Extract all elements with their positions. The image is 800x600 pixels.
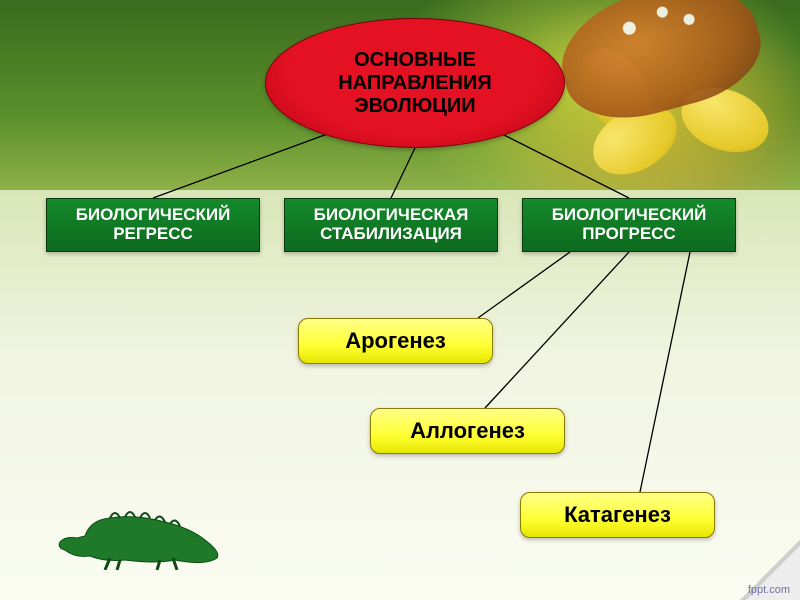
category-line: БИОЛОГИЧЕСКИЙ: [552, 205, 707, 224]
sub-box-allogenez: Аллогенез: [370, 408, 565, 454]
title-oval: ОСНОВНЫЕ НАПРАВЛЕНИЯ ЭВОЛЮЦИИ: [265, 18, 565, 148]
sub-label: Катагенез: [564, 502, 671, 528]
sub-label: Аллогенез: [410, 418, 525, 444]
category-line: СТАБИЛИЗАЦИЯ: [320, 224, 462, 243]
sub-box-arogenez: Арогенез: [298, 318, 493, 364]
category-line: БИОЛОГИЧЕСКАЯ: [314, 205, 469, 224]
category-box-stabilization: БИОЛОГИЧЕСКАЯ СТАБИЛИЗАЦИЯ: [284, 198, 498, 252]
category-box-progress: БИОЛОГИЧЕСКИЙ ПРОГРЕСС: [522, 198, 736, 252]
category-box-regress: БИОЛОГИЧЕСКИЙ РЕГРЕСС: [46, 198, 260, 252]
title-line: ЭВОЛЮЦИИ: [354, 95, 475, 118]
title-line: ОСНОВНЫЕ: [354, 49, 476, 72]
title-line: НАПРАВЛЕНИЯ: [338, 72, 492, 95]
category-line: ПРОГРЕСС: [582, 224, 675, 243]
sub-label: Арогенез: [345, 328, 446, 354]
category-line: РЕГРЕСС: [113, 224, 193, 243]
slide-stage: ОСНОВНЫЕ НАПРАВЛЕНИЯ ЭВОЛЮЦИИ БИОЛОГИЧЕС…: [0, 0, 800, 600]
sub-box-katagenez: Катагенез: [520, 492, 715, 538]
iguana-icon: [55, 500, 225, 570]
category-line: БИОЛОГИЧЕСКИЙ: [76, 205, 231, 224]
watermark-text: fppt.com: [748, 584, 790, 596]
